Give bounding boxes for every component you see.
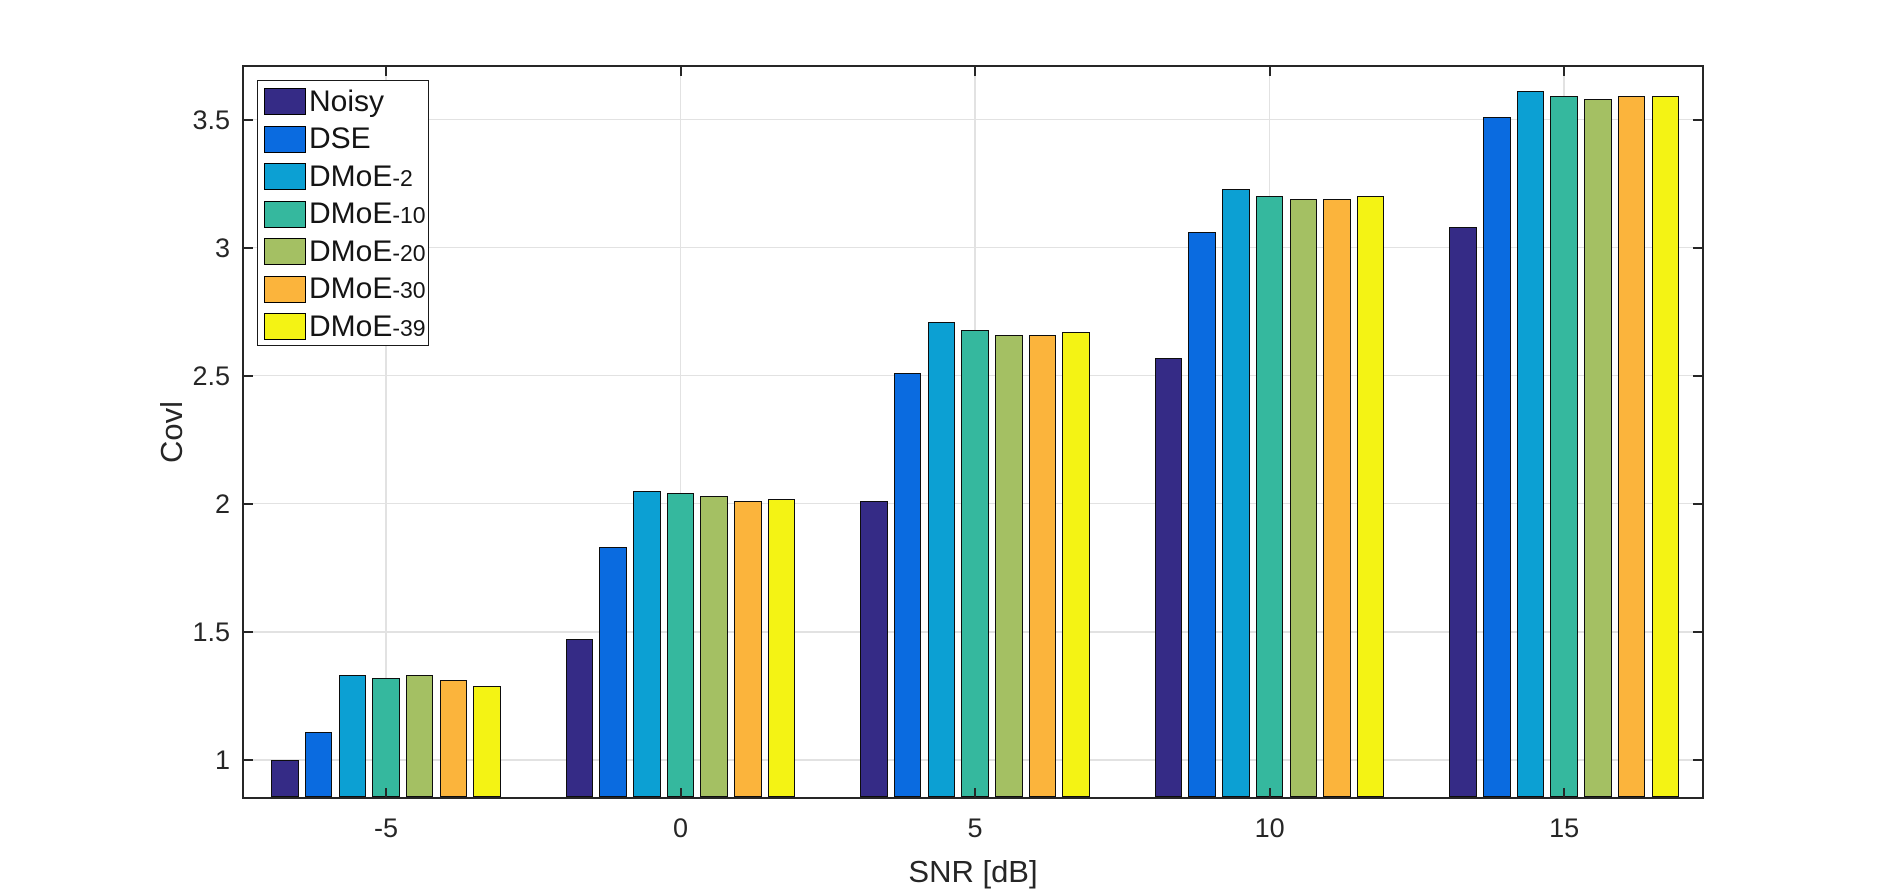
bar (1449, 227, 1477, 797)
bar (961, 329, 989, 797)
y-tick-label: 2 (214, 488, 230, 519)
x-tick-label: -5 (373, 813, 398, 843)
bar (473, 685, 501, 797)
bar (893, 373, 922, 797)
x-tick (1563, 788, 1566, 797)
y-tick (1693, 246, 1702, 249)
legend-item: DMoE-10 (258, 196, 428, 234)
y-tick-label: 1 (214, 744, 230, 775)
bar (1550, 96, 1578, 797)
legend-label: DMoE-10 (309, 197, 426, 231)
x-tick (1268, 788, 1271, 797)
y-tick (244, 246, 253, 249)
bar (700, 496, 728, 797)
bar (1617, 96, 1646, 797)
legend-item: DSE (258, 121, 428, 159)
legend-item: DMoE-30 (258, 271, 428, 309)
bar (927, 321, 956, 797)
bar (633, 490, 661, 797)
bar (338, 675, 367, 797)
legend-label: Noisy (309, 84, 385, 118)
legend-swatch (264, 275, 306, 303)
bar (1323, 198, 1351, 797)
x-tick (384, 67, 387, 76)
x-tick (1268, 67, 1271, 76)
bar (271, 759, 299, 797)
bar (1483, 116, 1511, 797)
y-tick-label: 2.5 (192, 360, 230, 391)
legend-item: DMoE-20 (258, 233, 428, 271)
legend-label: DMoE-39 (309, 309, 426, 343)
legend-swatch (264, 238, 306, 266)
legend-swatch (264, 88, 306, 116)
bar (405, 675, 434, 797)
bar (1516, 91, 1545, 797)
vertical-gridline (385, 67, 387, 797)
legend-item: DMoE-39 (258, 308, 428, 346)
bar (304, 731, 333, 797)
legend-swatch (264, 125, 306, 153)
y-tick (244, 374, 253, 377)
bar (1356, 196, 1385, 797)
x-tick (974, 67, 977, 76)
bar (1028, 334, 1057, 797)
y-tick (1693, 630, 1702, 633)
bar (995, 334, 1023, 797)
y-tick (244, 758, 253, 761)
horizontal-gridline (244, 118, 1702, 121)
x-tick-label: 10 (1254, 813, 1285, 843)
bar (599, 547, 627, 797)
bar (666, 493, 695, 797)
bar (565, 639, 594, 797)
legend-label: DMoE-30 (309, 272, 426, 306)
bar (439, 680, 468, 797)
x-tick-label: 0 (673, 813, 689, 843)
legend-label: DSE (309, 122, 371, 156)
legend-item: DMoE-2 (258, 158, 428, 196)
bar (1188, 232, 1216, 797)
y-tick (244, 502, 253, 505)
x-tick (1563, 67, 1566, 76)
bar (860, 501, 888, 797)
x-tick (679, 788, 682, 797)
x-tick (384, 788, 387, 797)
y-axis-label: Covl (154, 400, 189, 464)
bar (1651, 96, 1679, 797)
horizontal-gridline (244, 246, 1702, 249)
bar (1222, 188, 1250, 797)
x-tick (679, 67, 682, 76)
bar (1062, 332, 1090, 797)
bar (1154, 357, 1183, 797)
y-tick-label: 1.5 (192, 616, 230, 647)
y-tick (1693, 502, 1702, 505)
bar (1255, 196, 1284, 797)
y-tick-label: 3 (214, 232, 230, 263)
y-tick (1693, 758, 1702, 761)
bar (1289, 198, 1318, 797)
bar (372, 677, 400, 797)
y-tick (244, 630, 253, 633)
plot-border (242, 65, 1704, 799)
legend-item: Noisy (258, 83, 428, 121)
y-tick (1693, 374, 1702, 377)
y-tick (1693, 118, 1702, 121)
x-tick-label: 15 (1549, 813, 1580, 843)
bar (767, 498, 796, 797)
bar (1584, 99, 1612, 797)
legend-label: DMoE-20 (309, 234, 426, 268)
vertical-gridline (679, 67, 682, 797)
bar (734, 501, 762, 797)
x-tick (974, 788, 977, 797)
x-tick-label: 5 (967, 813, 983, 843)
legend: Noisy DSE DMoE-2 DMoE-10 DMoE-20 DMoE-30 DMoE-… (257, 80, 429, 346)
y-tick-label: 3.5 (192, 104, 230, 135)
legend-swatch (264, 200, 306, 228)
legend-swatch (264, 163, 306, 191)
legend-swatch (264, 313, 306, 341)
y-tick (244, 118, 253, 121)
legend-label: DMoE-2 (309, 159, 413, 193)
x-axis-label: SNR [dB] (908, 854, 1038, 889)
